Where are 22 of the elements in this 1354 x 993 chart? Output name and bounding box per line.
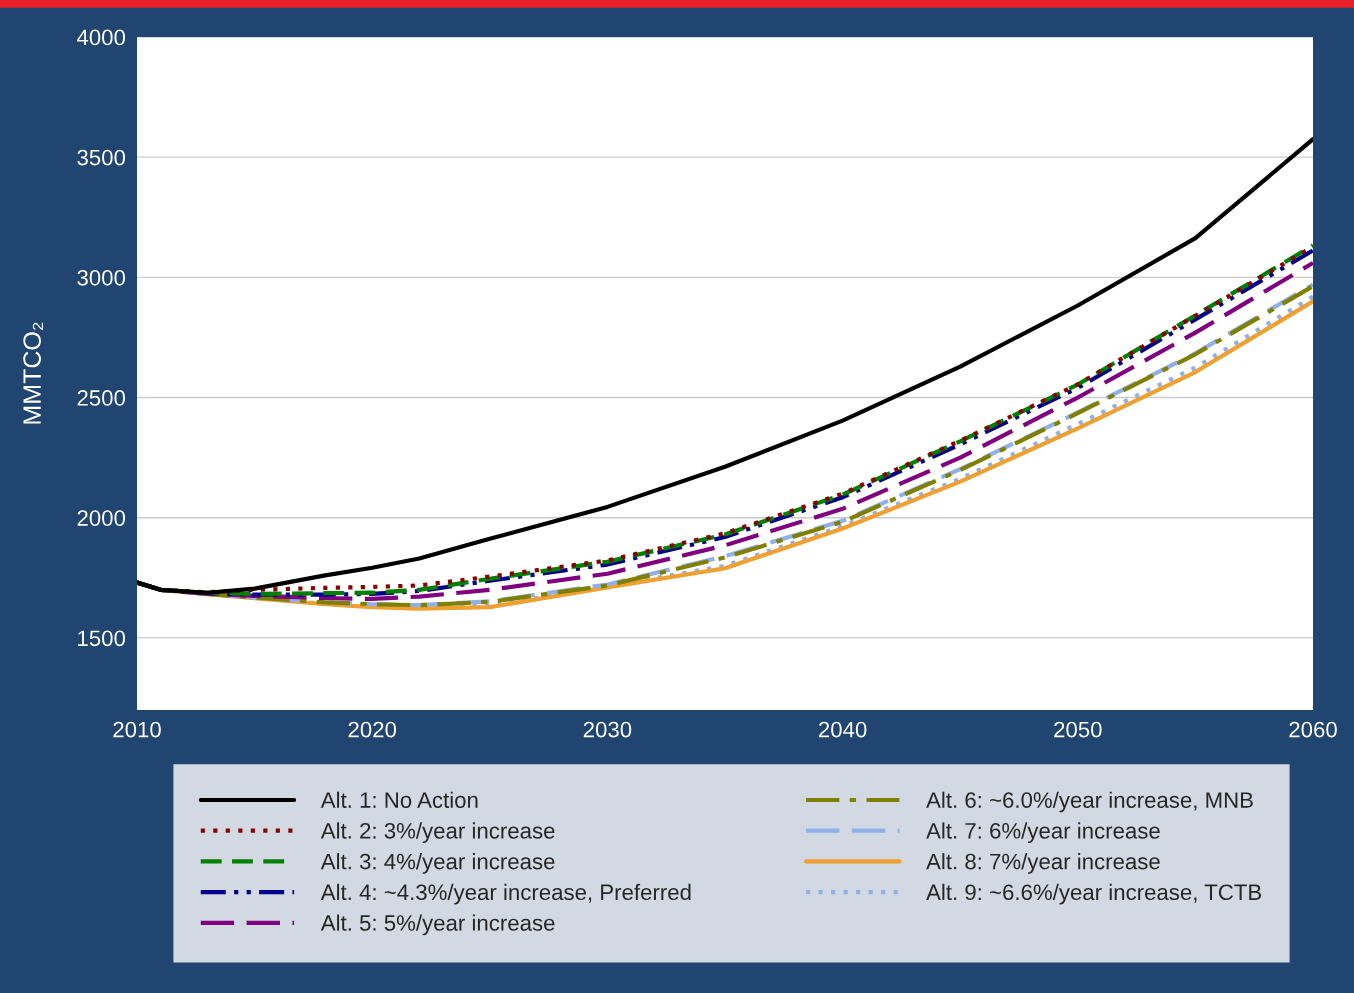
y-tick-label: 3500 [77,149,126,166]
legend-label: Alt. 6: ~6.0%/year increase, MNB [926,791,1253,813]
x-tick-label: 2040 [819,721,867,738]
legend-label: Alt. 4: ~4.3%/year increase, Preferred [320,883,691,905]
legend-label: Alt. 9: ~6.6%/year increase, TCTB [926,883,1262,905]
x-tick-label: 2060 [1289,721,1337,738]
y-tick-label: 3000 [77,269,126,286]
legend-label: Alt. 2: 3%/year increase [320,822,555,844]
x-tick-label: 2050 [1054,721,1102,738]
legend-label: Alt. 5: 5%/year increase [320,914,555,936]
y-tick-label: 1500 [78,630,126,647]
x-tick-label: 2020 [348,721,397,738]
legend-label: Alt. 3: 4%/year increase [320,853,555,874]
legend-label: Alt. 7: 6%/year increase [926,822,1160,844]
legend-label: Alt. 1: No Action [320,791,478,808]
x-tick-label: 2010 [113,721,161,738]
x-tick-label: 2030 [583,721,632,738]
legend-label: Alt. 8: 7%/year increase [926,853,1160,874]
y-tick-label: 4000 [76,29,126,46]
y-tick-label: 2000 [77,510,126,526]
y-tick-label: 2500 [77,390,126,406]
y-axis-title: MMTCO₂ [23,322,43,424]
